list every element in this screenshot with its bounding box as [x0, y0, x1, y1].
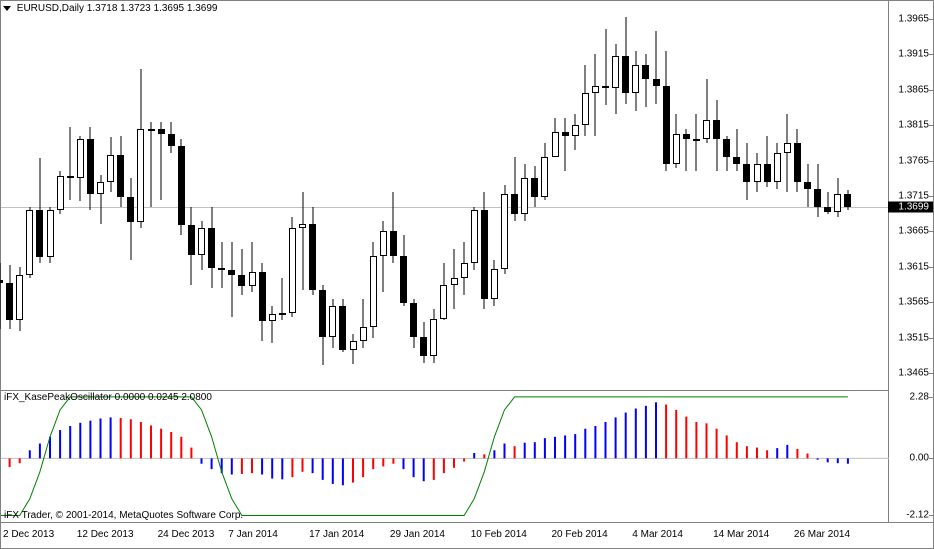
time-tick-label: 24 Dec 2013: [158, 529, 215, 540]
price-tick-label: 1.3715: [898, 191, 929, 202]
time-axis: 2 Dec 2013 12 Dec 2013 24 Dec 2013 7 Jan 20…: [1, 522, 934, 548]
price-tick-label: 1.3465: [898, 368, 929, 379]
indicator-axis: 2.28 0.00 -2.12: [888, 391, 933, 523]
price-tick-label: 1.3915: [898, 49, 929, 60]
price-chart[interactable]: EURUSD,Daily 1.3718 1.3723 1.3695 1.3699: [1, 1, 889, 391]
time-tick-label: 12 Dec 2013: [77, 529, 134, 540]
price-tick-label: 1.3565: [898, 297, 929, 308]
indicator-tick-label: 2.28: [910, 391, 929, 402]
indicator-title: iFX_KasePeakOscillator 0.0000 0.0245 2.0…: [4, 392, 212, 403]
chart-title: EURUSD,Daily 1.3718 1.3723 1.3695 1.3699: [3, 3, 217, 14]
time-tick-label: 29 Jan 2014: [390, 529, 445, 540]
price-tick-label: 1.3965: [898, 13, 929, 24]
chart-window: EURUSD,Daily 1.3718 1.3723 1.3695 1.3699…: [0, 0, 934, 549]
price-axis: 1.3699 1.3465 1.3515 1.3565 1.3615 1.3665 1.3…: [888, 1, 933, 391]
time-tick-label: 10 Feb 2014: [471, 529, 527, 540]
time-tick-label: 2 Dec 2013: [3, 529, 54, 540]
price-tick-label: 1.3515: [898, 332, 929, 343]
ohlc-values: 1.3718 1.3723 1.3695 1.3699: [87, 3, 218, 14]
price-tick-label: 1.3665: [898, 226, 929, 237]
time-tick-label: 4 Mar 2014: [632, 529, 683, 540]
copyright-label: iFX Trader, © 2001-2014, MetaQuotes Soft…: [4, 510, 243, 521]
price-tick-label: 1.3615: [898, 261, 929, 272]
symbol-label: EURUSD,Daily: [17, 3, 84, 14]
price-tick-label: 1.3815: [898, 120, 929, 131]
oscillator-panel[interactable]: iFX_KasePeakOscillator 0.0000 0.0245 2.0…: [1, 391, 889, 523]
time-tick-label: 14 Mar 2014: [713, 529, 769, 540]
indicator-tick-label: -2.12: [906, 510, 929, 521]
oscillator-plot: [1, 391, 889, 523]
dropdown-arrow-icon[interactable]: [3, 6, 11, 11]
indicator-tick-label: 0.00: [910, 453, 929, 464]
time-tick-label: 26 Mar 2014: [794, 529, 850, 540]
time-tick-label: 7 Jan 2014: [228, 529, 278, 540]
time-tick-label: 17 Jan 2014: [309, 529, 364, 540]
price-tick-label: 1.3765: [898, 155, 929, 166]
candlestick-series: [1, 1, 889, 391]
price-tick-label: 1.3865: [898, 84, 929, 95]
current-price-marker: 1.3699: [888, 202, 933, 213]
time-tick-label: 20 Feb 2014: [552, 529, 608, 540]
